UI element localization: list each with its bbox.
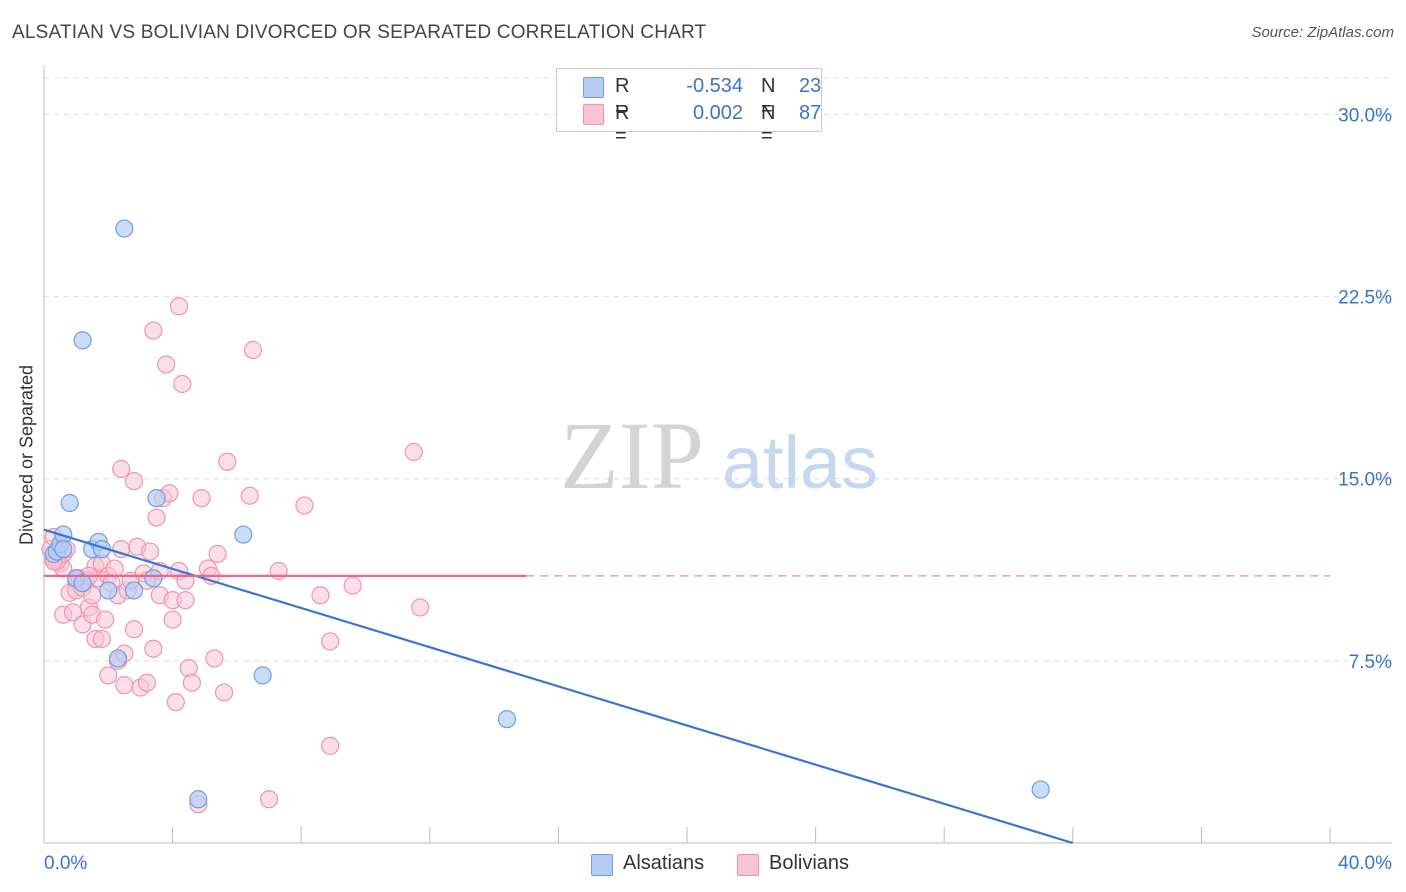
trend-layer bbox=[43, 528, 1330, 845]
bolivian-point bbox=[173, 374, 192, 394]
bolivian-point bbox=[192, 489, 211, 508]
alsatian-trendline bbox=[43, 528, 1074, 845]
bolivian-point bbox=[243, 340, 263, 360]
bolivian-point bbox=[124, 472, 144, 491]
alsatian-point bbox=[144, 569, 163, 588]
bolivian-point bbox=[218, 452, 237, 471]
r-value: 0.002 bbox=[692, 102, 743, 124]
watermark: ZIP atlas bbox=[560, 402, 878, 509]
bolivian-point bbox=[205, 649, 224, 668]
alsatian-point bbox=[189, 790, 208, 809]
alsatian-point bbox=[497, 710, 517, 729]
y-tick-label: 7.5% bbox=[1349, 652, 1392, 673]
n-value: 23 bbox=[799, 75, 822, 97]
watermark-zip: ZIP bbox=[560, 402, 704, 509]
bolivian-point bbox=[208, 544, 227, 564]
bolivian-point bbox=[182, 673, 201, 692]
y-tick-label: 22.5% bbox=[1338, 288, 1392, 309]
source-credit: Source: ZipAtlas.com bbox=[1251, 24, 1394, 41]
tick-labels: 7.5% 15.0% 22.5% 30.0% 0.0% 40.0% bbox=[44, 105, 1392, 874]
alsatian-point bbox=[60, 493, 79, 513]
alsatian-point bbox=[115, 219, 134, 238]
alsatian-legend-label: Alsatians bbox=[623, 852, 705, 874]
y-tick-label: 15.0% bbox=[1338, 470, 1392, 491]
y-tick-label: 30.0% bbox=[1338, 105, 1392, 126]
bolivian-point bbox=[169, 297, 189, 316]
bolivian-point bbox=[343, 576, 362, 595]
x-tick-label-min: 0.0% bbox=[44, 853, 87, 874]
bolivian-point bbox=[240, 486, 259, 505]
bolivian-point bbox=[92, 629, 111, 649]
bolivian-point bbox=[157, 355, 176, 374]
alsatian-point bbox=[147, 489, 166, 508]
bolivian-point bbox=[144, 321, 163, 340]
bolivian-point bbox=[311, 586, 330, 605]
alsatian-point bbox=[108, 649, 128, 668]
alsatian-swatch bbox=[583, 77, 604, 98]
chart-title: ALSATIAN VS BOLIVIAN DIVORCED OR SEPARAT… bbox=[12, 22, 707, 43]
bolivian-point bbox=[112, 459, 131, 479]
correlation-legend: R = -0.534 N = 23 R = 0.002 N = 87 bbox=[556, 68, 822, 147]
r-label: R = bbox=[615, 75, 630, 120]
bolivian-point bbox=[124, 620, 144, 639]
bolivian-legend-label: Bolivians bbox=[769, 852, 850, 874]
grid-layer bbox=[44, 77, 1392, 662]
bolivian-point bbox=[321, 632, 340, 651]
bolivian-legend-swatch bbox=[737, 854, 759, 876]
alsatian-point bbox=[99, 581, 118, 600]
alsatian-point bbox=[54, 540, 73, 559]
bolivian-point bbox=[321, 736, 340, 755]
alsatian-point bbox=[253, 666, 272, 685]
watermark-atlas: atlas bbox=[722, 421, 878, 504]
bolivian-point bbox=[137, 673, 156, 692]
alsatian-point bbox=[73, 574, 92, 593]
x-tick-label-max: 40.0% bbox=[1338, 853, 1392, 874]
axis-layer bbox=[43, 66, 1392, 844]
alsatian-point bbox=[73, 331, 92, 350]
bolivian-point bbox=[259, 790, 279, 809]
r-label: R = bbox=[615, 102, 630, 147]
alsatian-point bbox=[124, 581, 144, 600]
bolivian-point bbox=[166, 693, 185, 712]
bolivian-point bbox=[115, 676, 134, 695]
bolivian-point bbox=[140, 542, 160, 561]
bolivian-point bbox=[411, 598, 430, 617]
bolivian-point bbox=[99, 666, 118, 685]
n-label: N = bbox=[761, 75, 776, 120]
bolivian-point bbox=[163, 610, 182, 629]
alsatian-point bbox=[234, 525, 253, 544]
alsatian-legend-swatch bbox=[591, 854, 613, 876]
bolivian-point bbox=[214, 683, 234, 702]
point-layer bbox=[41, 219, 1050, 814]
alsatian-point bbox=[1031, 780, 1050, 799]
n-label: N = bbox=[761, 102, 776, 147]
bolivian-point bbox=[295, 496, 314, 515]
bolivian-point bbox=[144, 639, 163, 658]
n-value: 87 bbox=[799, 102, 822, 124]
bolivian-point bbox=[105, 559, 124, 578]
bolivian-point bbox=[95, 610, 115, 629]
bolivian-point bbox=[147, 508, 166, 527]
r-value: -0.534 bbox=[686, 75, 743, 97]
bolivian-swatch bbox=[583, 104, 604, 125]
bolivian-point bbox=[404, 442, 423, 462]
bolivian-point bbox=[176, 591, 195, 610]
